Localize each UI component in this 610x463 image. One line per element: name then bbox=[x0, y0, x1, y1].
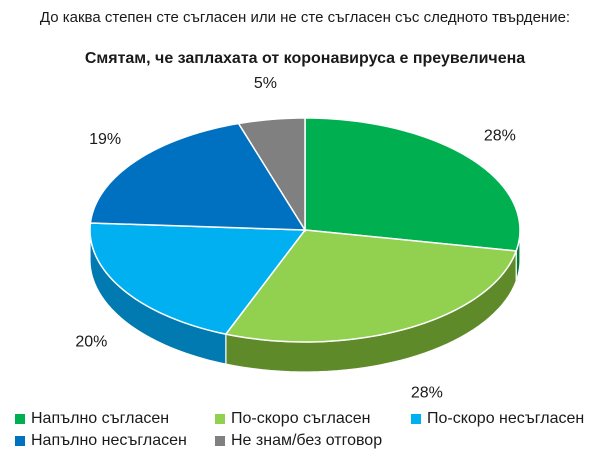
legend-swatch bbox=[411, 414, 421, 424]
legend-label: Напълно несъгласен bbox=[31, 432, 187, 449]
legend-item-dont-know: Не знам/без отговор bbox=[215, 432, 382, 450]
legend-swatch bbox=[15, 436, 25, 446]
chart-title: Смятам, че заплахата от коронавируса е п… bbox=[84, 50, 526, 67]
data-label-напълно-несъгласен: 19% bbox=[89, 131, 121, 148]
legend-swatch bbox=[215, 436, 225, 446]
legend-item-fully-agree: Напълно съгласен bbox=[15, 410, 169, 428]
legend-swatch bbox=[15, 414, 25, 424]
pie-slice-не-знам-без-отговор bbox=[237, 117, 306, 233]
pie-slice-по-скоро-съгласен bbox=[224, 229, 518, 343]
data-label-по-скоро-несъгласен: 20% bbox=[75, 333, 107, 350]
legend-item-rather-agree: По-скоро съгласен bbox=[215, 410, 371, 428]
legend-swatch bbox=[215, 414, 225, 424]
legend-item-fully-disagree: Напълно несъгласен bbox=[15, 432, 187, 450]
data-label-по-скоро-съгласен: 28% bbox=[411, 384, 443, 400]
pie-slice-напълно-съгласен bbox=[304, 117, 521, 252]
pie-tops bbox=[89, 117, 521, 343]
chart-subtitle: До каква степен сте съгласен или не сте … bbox=[39, 9, 571, 26]
data-label-не-знам-без-отговор: 5% bbox=[254, 75, 277, 92]
pie-labels: 28% 28% 20% 19% 5% bbox=[75, 75, 516, 400]
pie-slice-по-скоро-несъгласен bbox=[89, 222, 307, 335]
legend-label: Не знам/без отговор bbox=[231, 432, 383, 449]
legend-label: Напълно съгласен bbox=[31, 410, 170, 427]
legend-label: По-скоро съгласен bbox=[231, 410, 371, 427]
legend-item-rather-disagree: По-скоро несъгласен bbox=[411, 410, 584, 428]
pie-chart: 28% 28% 20% 19% 5% bbox=[75, 75, 521, 400]
pie-slice-напълно-несъгласен bbox=[89, 122, 307, 231]
legend-label: По-скоро несъгласен bbox=[427, 410, 585, 427]
data-label-напълно-съгласен: 28% bbox=[484, 127, 516, 144]
